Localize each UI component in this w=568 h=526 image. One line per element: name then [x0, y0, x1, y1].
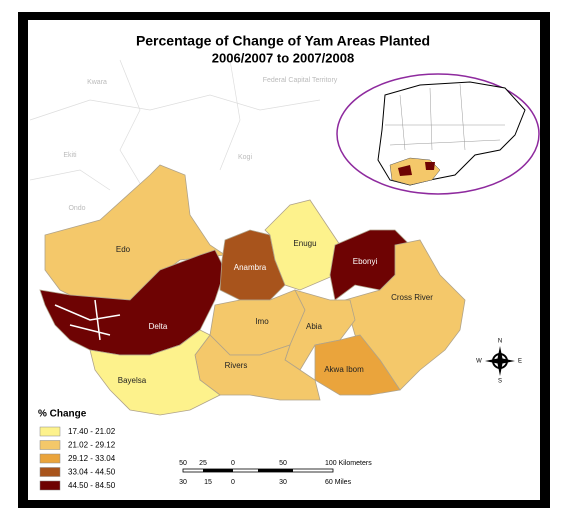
scale-label: 25: [199, 460, 207, 467]
state-label: Abia: [306, 322, 323, 331]
subtitle: 2006/2007 to 2007/2008: [212, 50, 354, 65]
legend-title: % Change: [38, 409, 87, 420]
legend-swatch: [39, 453, 61, 464]
compass-label: S: [498, 379, 502, 385]
region-label: Federal Capital Territory: [263, 77, 338, 84]
scale-label: 0: [231, 479, 235, 486]
scale-label: 100 Kilometers: [325, 460, 372, 467]
scale-label: 50: [179, 460, 187, 467]
region-label: Kwara: [87, 79, 107, 86]
region-label: Kogi: [238, 154, 252, 161]
legend-swatch: [39, 480, 61, 491]
state-label: Delta: [149, 322, 168, 331]
legend: 17.40 - 21.02 21.02 - 29.12 29.12 - 33.04 3…: [39, 426, 116, 491]
scale-label: 15: [204, 479, 212, 486]
scale-label: 30: [179, 479, 187, 486]
compass-label: W: [476, 359, 482, 365]
compass-label: N: [498, 339, 502, 345]
state: [344, 239, 466, 391]
scale-label: 0: [231, 460, 235, 467]
creeks: [54, 299, 121, 341]
scale-bar: [182, 468, 334, 473]
state: [314, 334, 401, 396]
state-label: Anambra: [234, 263, 267, 272]
scale-label: 30: [279, 479, 287, 486]
scale-label: 50: [279, 460, 287, 467]
state-label: Ebonyi: [353, 257, 378, 266]
region-label: Ondo: [68, 205, 85, 212]
legend-swatch: [39, 426, 61, 437]
state-label: Bayelsa: [118, 376, 147, 385]
legend-label: 17.40 - 21.02: [68, 427, 116, 436]
states: [39, 164, 466, 416]
legend-label: 33.04 - 44.50: [68, 468, 116, 477]
state-label: Edo: [116, 245, 131, 254]
state-label: Akwa Ibom: [324, 365, 364, 374]
legend-label: 29.12 - 33.04: [68, 454, 116, 463]
compass-label: E: [518, 359, 522, 365]
scale-label: 60 Miles: [325, 479, 352, 486]
background-boundaries: [29, 59, 321, 201]
state-label: Rivers: [225, 361, 248, 370]
state-label: Enugu: [293, 239, 316, 248]
compass: [485, 346, 515, 376]
legend-swatch: [39, 467, 61, 477]
state: [89, 329, 221, 416]
state-label: Cross River: [391, 293, 433, 302]
scale-labels: 50 25 0 50 100 Kilometers 30 15 0 30 60 Miles: [179, 460, 372, 486]
legend-swatch: [39, 440, 61, 450]
inset-map: [336, 73, 540, 195]
state-label: Imo: [255, 317, 269, 326]
legend-label: 21.02 - 29.12: [68, 441, 116, 450]
region-label: Ekiti: [63, 152, 77, 159]
legend-label: 44.50 - 84.50: [68, 481, 116, 490]
title: Percentage of Change of Yam Areas Plante…: [136, 33, 430, 49]
